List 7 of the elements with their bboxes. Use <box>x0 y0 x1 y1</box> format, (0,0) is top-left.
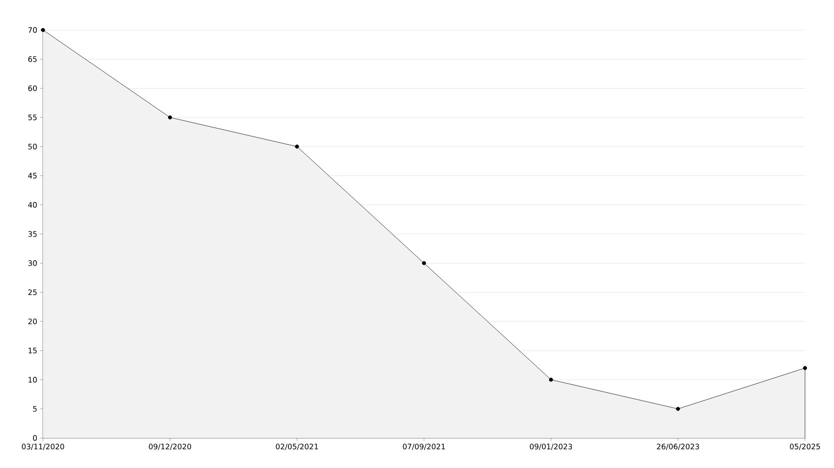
point <box>803 366 807 370</box>
point <box>549 378 553 382</box>
point <box>41 28 45 32</box>
point <box>676 406 680 411</box>
point <box>295 144 299 149</box>
point <box>422 261 426 266</box>
point <box>168 115 172 120</box>
